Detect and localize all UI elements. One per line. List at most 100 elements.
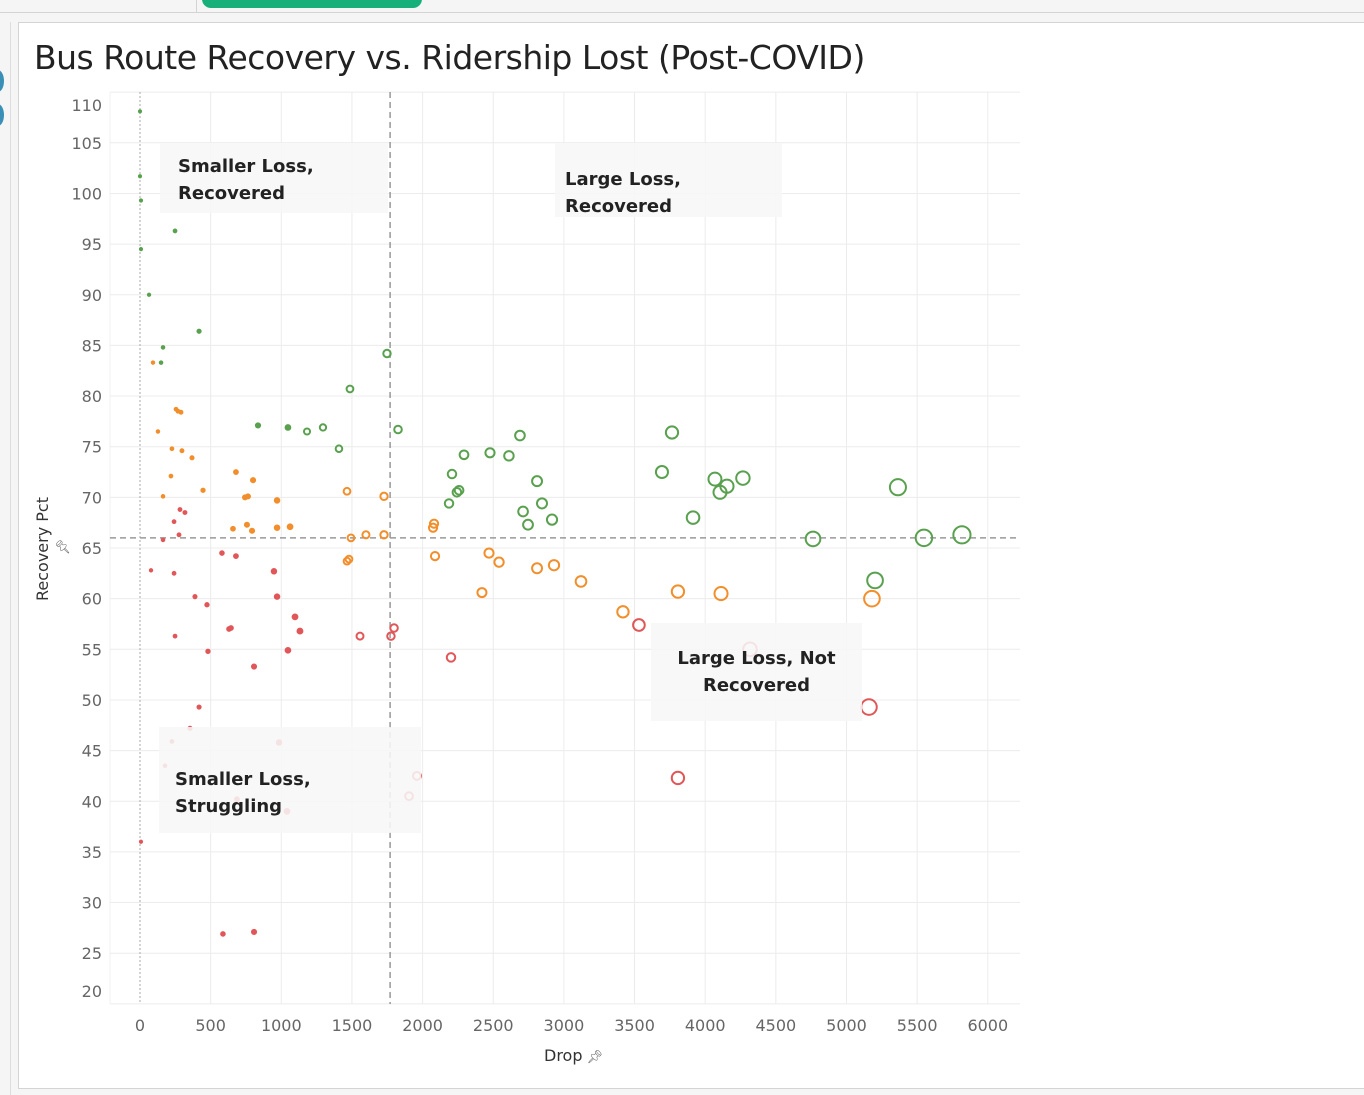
data-point (274, 525, 280, 531)
data-point (271, 569, 276, 574)
pin-icon: 📌︎ (56, 539, 71, 556)
data-point (147, 293, 150, 296)
y-tick-label: 85 (82, 336, 102, 355)
x-tick-label: 500 (195, 1016, 226, 1035)
data-point (179, 410, 183, 414)
x-tick-label: 1000 (261, 1016, 302, 1035)
data-point (201, 488, 205, 492)
annotation-line: Smaller Loss, Struggling (175, 766, 421, 820)
x-tick-label: 5500 (897, 1016, 938, 1035)
data-point (484, 549, 493, 558)
data-point (532, 476, 542, 486)
y-tick-label: 40 (82, 792, 102, 811)
y-tick-label: 35 (82, 843, 102, 862)
y-tick-label: 110 (71, 96, 102, 115)
data-point (504, 451, 513, 460)
y-tick-label: 60 (82, 590, 102, 609)
annotation-line: Large Loss, Recovered (565, 166, 782, 220)
annotation-large-loss-not-recovered: Large Loss, Not Recovered (651, 623, 862, 721)
data-point (460, 450, 469, 459)
y-tick-label: 20 (82, 982, 102, 1001)
y-tick-label: 75 (82, 438, 102, 457)
gridlines (110, 92, 1020, 1004)
data-point (139, 840, 142, 843)
x-tick-label: 6000 (967, 1016, 1008, 1035)
data-point (687, 511, 700, 524)
data-point (292, 614, 298, 620)
data-point (672, 772, 684, 784)
data-point (708, 473, 721, 486)
annotation-large-loss-recovered: Large Loss, Recovered (555, 143, 782, 217)
data-point (380, 493, 387, 500)
y-tick-label: 65 (82, 539, 102, 558)
data-point (172, 520, 176, 524)
annotation-line: Large Loss, Not (651, 645, 862, 672)
data-point (161, 538, 165, 542)
data-point (890, 479, 906, 495)
data-point (234, 554, 239, 559)
data-point (547, 515, 557, 525)
data-point (206, 649, 210, 653)
y-tick-label: 70 (82, 488, 102, 507)
pin-icon: 📌︎ (587, 1050, 604, 1065)
x-tick-label: 0 (135, 1016, 145, 1035)
x-axis-label[interactable]: Drop📌︎ (544, 1046, 603, 1065)
data-point (532, 563, 542, 573)
data-point (494, 558, 503, 567)
tick-labels: 2025303540455055606570758085909510010511… (71, 96, 1008, 1035)
data-point (304, 428, 310, 434)
data-point (445, 499, 453, 507)
data-point (285, 647, 291, 653)
y-tick-label: 55 (82, 640, 102, 659)
data-point (138, 175, 141, 178)
data-point (549, 560, 559, 570)
data-point (156, 430, 160, 434)
data-point (537, 498, 547, 508)
annotation-line: Recovered (651, 672, 862, 699)
annotation-smaller-loss-recovered: Smaller Loss, Recovered (160, 143, 388, 213)
data-point (387, 632, 394, 639)
y-tick-label: 100 (71, 184, 102, 203)
x-tick-label: 1500 (332, 1016, 373, 1035)
data-point (205, 603, 209, 607)
data-point (477, 588, 486, 597)
data-point (656, 466, 668, 478)
x-tick-label: 3000 (544, 1016, 585, 1035)
y-tick-label: 105 (71, 134, 102, 153)
data-point (448, 470, 456, 478)
x-tick-label: 4000 (685, 1016, 726, 1035)
data-point (251, 664, 256, 669)
data-point (161, 495, 165, 499)
data-point (245, 494, 250, 499)
data-point (183, 511, 187, 515)
data-point (274, 498, 280, 504)
y-tick-label: 50 (82, 691, 102, 710)
y-tick-label: 90 (82, 286, 102, 305)
data-point (518, 507, 528, 517)
data-point (274, 594, 280, 600)
data-point (138, 110, 141, 113)
data-point (336, 445, 343, 452)
data-point (190, 456, 194, 460)
x-tick-label: 3500 (614, 1016, 655, 1035)
data-point (394, 426, 402, 434)
data-point (390, 624, 398, 632)
data-point (197, 705, 201, 709)
data-point (250, 478, 255, 483)
data-point (149, 569, 152, 572)
data-point (251, 929, 256, 934)
data-point (515, 431, 525, 441)
y-axis-label[interactable]: Recovery Pct📌︎ (33, 489, 71, 609)
data-point (231, 526, 236, 531)
data-point (173, 634, 177, 638)
data-point (139, 199, 142, 202)
data-point (159, 361, 163, 365)
data-point (806, 532, 821, 547)
data-point (736, 471, 749, 484)
data-point (861, 699, 877, 715)
data-point (320, 424, 326, 430)
data-point (169, 474, 173, 478)
data-point (161, 346, 165, 350)
data-point (297, 628, 303, 634)
annotation-smaller-loss-struggling: Smaller Loss, Struggling (159, 727, 421, 833)
